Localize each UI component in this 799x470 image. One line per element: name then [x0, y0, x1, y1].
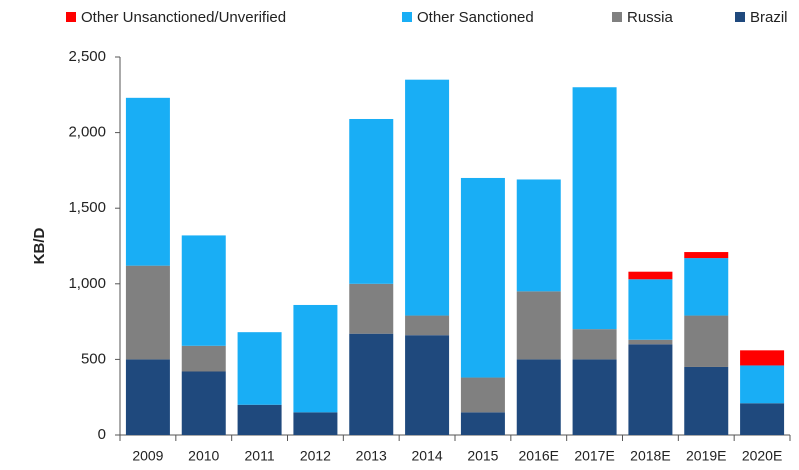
y-tick-label: 0	[98, 426, 106, 443]
bar-segment	[460, 177, 505, 378]
y-tick-label: 1,500	[68, 199, 106, 216]
bar-segment	[516, 359, 561, 435]
bar-segment	[460, 377, 505, 413]
bar-segment	[293, 412, 338, 435]
bar-segment	[740, 403, 785, 435]
bar-segment	[460, 412, 505, 435]
x-tick-label: 2010	[188, 448, 219, 464]
legend-swatch	[612, 12, 622, 22]
bar-segment	[405, 315, 450, 336]
x-tick-label: 2016E	[519, 448, 559, 464]
x-tick-label: 2014	[412, 448, 443, 464]
x-tick-label: 2009	[132, 448, 163, 464]
bar-segment	[572, 359, 617, 435]
bar-segment	[684, 315, 729, 367]
bar-segment	[628, 339, 673, 345]
y-tick-label: 2,500	[68, 48, 106, 65]
x-tick-label: 2018E	[630, 448, 670, 464]
legend-label: Brazil	[750, 9, 788, 26]
y-axis-label: KB/D	[31, 228, 48, 265]
bar-segment	[125, 359, 170, 435]
x-tick-label: 2017E	[574, 448, 614, 464]
legend-label: Russia	[627, 9, 674, 26]
x-tick-label: 2013	[356, 448, 387, 464]
bar-segment	[349, 118, 394, 284]
bar-segment	[628, 344, 673, 435]
bar-segment	[628, 279, 673, 340]
bar-segment	[628, 271, 673, 280]
x-tick-label: 2015	[467, 448, 498, 464]
legend-label: Other Unsanctioned/Unverified	[81, 9, 286, 26]
bar-segment	[572, 87, 617, 330]
bar-segment	[125, 97, 170, 266]
bar-segment	[516, 291, 561, 360]
x-tick-label: 2019E	[686, 448, 726, 464]
bar-segment	[405, 79, 450, 316]
x-tick-label: 2020E	[742, 448, 782, 464]
bar-segment	[572, 329, 617, 360]
bar-segment	[181, 235, 226, 346]
x-tick-label: 2012	[300, 448, 331, 464]
legend-swatch	[402, 12, 412, 22]
bar-segment	[516, 179, 561, 292]
bar-segment	[293, 304, 338, 413]
bar-segment	[237, 404, 282, 435]
x-tick-label: 2011	[245, 448, 275, 464]
y-tick-label: 1,000	[68, 275, 106, 292]
legend-label: Other Sanctioned	[417, 9, 534, 26]
bar-segment	[684, 258, 729, 316]
y-tick-label: 2,000	[68, 124, 106, 141]
bar-segment	[181, 345, 226, 372]
bar-segment	[405, 335, 450, 435]
bar-segment	[349, 333, 394, 435]
bar-segment	[181, 371, 226, 435]
bar-segment	[684, 252, 729, 259]
bar-segment	[349, 283, 394, 334]
bar-segment	[684, 366, 729, 435]
legend-swatch	[735, 12, 745, 22]
legend-swatch	[66, 12, 76, 22]
bar-segment	[740, 350, 785, 366]
bar-segment	[125, 265, 170, 360]
bar-segment	[740, 365, 785, 404]
y-tick-label: 500	[81, 350, 106, 367]
bar-segment	[237, 332, 282, 405]
